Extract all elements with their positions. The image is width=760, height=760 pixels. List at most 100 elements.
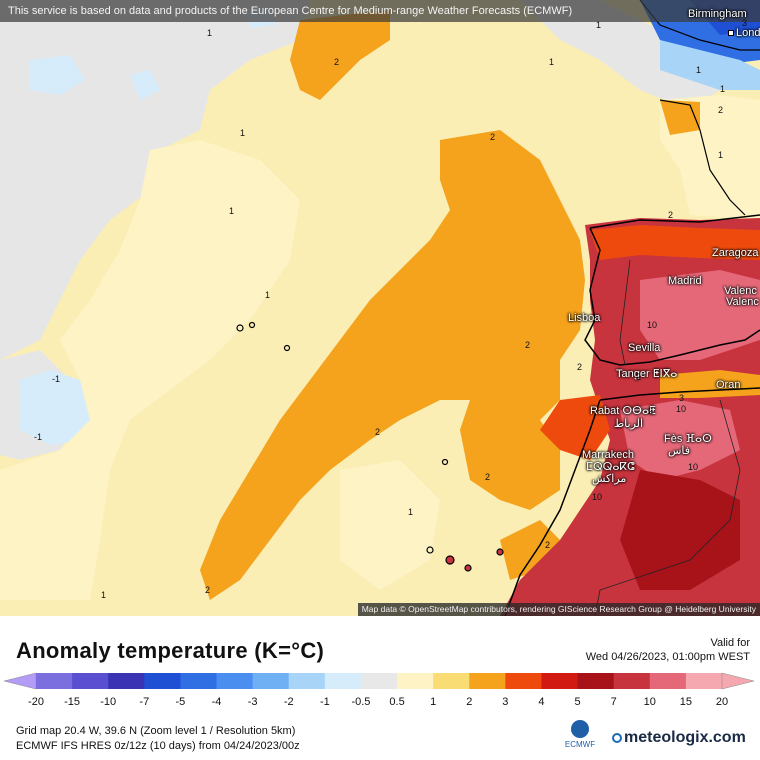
scale-swatch (108, 673, 145, 689)
scale-arrow-low (4, 672, 37, 690)
scale-swatch (577, 673, 615, 689)
scale-tick-label: 2 (466, 696, 473, 708)
scale-tick-label: 10 (643, 696, 656, 708)
contour-label: 10 (688, 462, 699, 472)
scale-swatch (324, 673, 362, 689)
city-fes-arabic: فاس (668, 444, 690, 457)
city-marrakech[interactable]: Marrakech (582, 449, 634, 461)
city-label: Rabat ⵔⴱⴰⵟ (590, 405, 656, 417)
city-fes[interactable]: Fès ⴼⴰⵙ (664, 432, 712, 445)
scale-tick-label: 1 (430, 696, 437, 708)
scale-swatch (36, 673, 73, 689)
city-birmingham[interactable]: Birmingham (688, 8, 747, 20)
scale-swatch (252, 673, 290, 689)
model-run-info: ECMWF IFS HRES 0z/12z (10 days) from 04/… (16, 740, 300, 752)
scale-swatch (649, 673, 687, 689)
anomaly-map (0, 0, 760, 616)
contour-label: 10 (592, 492, 603, 502)
scale-swatch (216, 673, 254, 689)
ecmwf-logo-text: ECMWF (564, 740, 596, 749)
scale-tick-label: -10 (100, 696, 117, 708)
scale-tick-label: 5 (574, 696, 581, 708)
city-label: Madrid (668, 275, 702, 287)
contour-label: 2 (577, 362, 583, 372)
scale-tick-label: 4 (538, 696, 545, 708)
city-valencia-2[interactable]: Valenc (726, 296, 759, 308)
meteologix-logo[interactable]: meteologix.com (612, 729, 746, 747)
city-label: Fès ⴼⴰⵙ (664, 433, 712, 445)
scale-swatch (505, 673, 542, 689)
valid-date: Wed 04/26/2023, 01:00pm WEST (585, 651, 750, 663)
city-madrid[interactable]: Madrid (668, 275, 702, 287)
scale-swatch (469, 673, 506, 689)
city-sevilla[interactable]: Sevilla (628, 342, 660, 354)
legend-panel: Anomaly temperature (K=°C) Valid for Wed… (0, 616, 760, 760)
contour-label: 1 (549, 57, 555, 67)
contour-label: 3 (679, 393, 685, 403)
city-label: Birmingham (688, 8, 747, 20)
city-london[interactable]: Lond (728, 27, 760, 39)
city-tanger[interactable]: Tanger ⵟⵏⴳⴰ (616, 367, 677, 380)
contour-label: 2 (490, 132, 496, 142)
city-rabat-arabic: الرباط (614, 417, 643, 430)
city-label: Lond (736, 27, 760, 39)
scale-swatch (180, 673, 218, 689)
scale-tick-label: -20 (28, 696, 44, 708)
contour-label: 1 (265, 290, 271, 300)
city-label: Tanger ⵟⵏⴳⴰ (616, 368, 678, 380)
scale-tick-label: -4 (211, 696, 222, 708)
city-label: Lisboa (568, 312, 601, 324)
city-label: الرباط (614, 418, 644, 430)
city-label: Sevilla (628, 342, 661, 354)
scale-tick-label: -1 (319, 696, 330, 708)
scale-tick-label: 7 (610, 696, 617, 708)
scale-tick-label: -0.5 (351, 696, 371, 708)
contour-label: -1 (52, 374, 61, 384)
contour-label: 1 (408, 507, 414, 517)
scale-tick-label: -2 (283, 696, 294, 708)
city-label: Valenc (726, 296, 759, 308)
contour-label: 1 (718, 150, 724, 160)
contour-label: 2 (375, 427, 381, 437)
scale-swatch (613, 673, 651, 689)
valid-time: Valid for Wed 04/26/2023, 01:00pm WEST (586, 636, 750, 664)
contour-label: 2 (648, 406, 654, 416)
scale-tick-label: -5 (175, 696, 186, 708)
contour-label: 2 (334, 57, 340, 67)
contour-label: 2 (636, 372, 642, 382)
contour-label: 1 (240, 128, 246, 138)
scale-swatch (360, 673, 398, 689)
contour-label: 2 (545, 540, 551, 550)
scale-swatch (541, 673, 579, 689)
city-zaragoza[interactable]: Zaragoza (712, 247, 758, 259)
scale-swatch (397, 673, 434, 689)
scale-tick-label: 20 (715, 696, 729, 708)
legend-title: Anomaly temperature (K=°C) (16, 638, 325, 663)
scale-swatch (288, 673, 326, 689)
contour-label: 1 (596, 20, 602, 30)
map-view[interactable]: This service is based on data and produc… (0, 0, 760, 616)
scale-swatch (433, 673, 470, 689)
contour-label: 2 (525, 340, 531, 350)
city-label: Valenc (724, 285, 757, 297)
contour-label: 2 (205, 585, 211, 595)
ecmwf-logo[interactable]: ECMWF (560, 720, 600, 756)
contour-label: 2 (485, 472, 491, 482)
color-scale-ticks: -20 -15 -10 -7 -5 -4 -3 -2 -1 -0.5 0.5 1 2 3 4 5 7 10 15 20 (0, 696, 760, 710)
city-label: ⵎⵕⵕⴰⴽⵛ (586, 461, 635, 473)
city-valencia[interactable]: Valenc (724, 285, 757, 297)
city-rabat[interactable]: Rabat ⵔⴱⴰⵟ (590, 404, 656, 417)
city-label: Marrakech (582, 449, 634, 461)
scale-swatch (685, 673, 723, 689)
city-oran[interactable]: Oran (716, 379, 740, 391)
contour-label: 1 (207, 28, 213, 38)
city-lisboa[interactable]: Lisboa (568, 312, 600, 324)
city-marrakech-tifinagh: ⵎⵕⵕⴰⴽⵛ (586, 460, 635, 473)
color-scale-bar (4, 672, 754, 690)
contour-label: 2 (718, 105, 724, 115)
contour-label: 10 (676, 404, 687, 414)
map-attribution[interactable]: Map data © OpenStreetMap contributors, r… (357, 603, 760, 616)
city-marker-icon (728, 30, 734, 37)
scale-tick-label: 0.5 (389, 696, 405, 708)
city-marrakech-arabic: مراكش (592, 472, 626, 485)
